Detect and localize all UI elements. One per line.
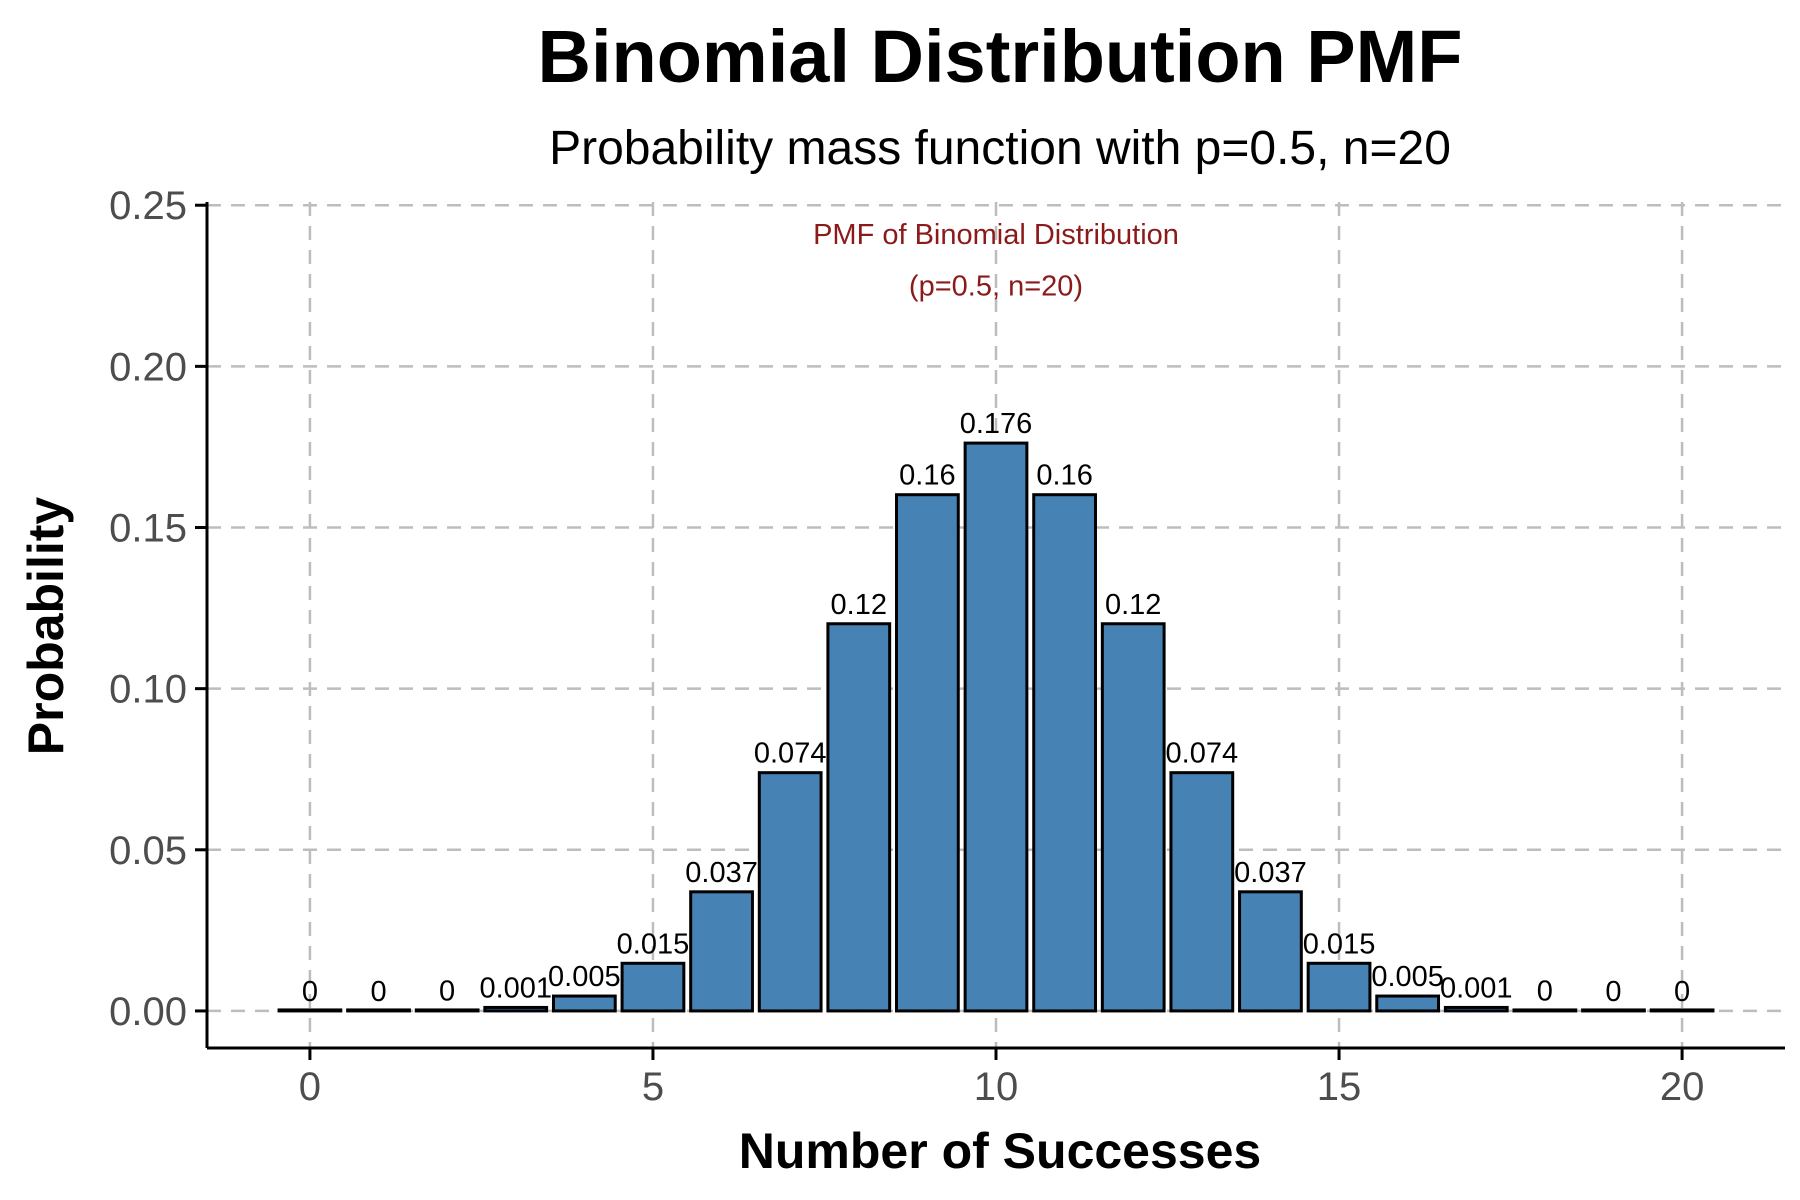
y-tick-label-2: 0.10: [109, 668, 187, 712]
bar-3: [483, 1005, 549, 1013]
x-tick-label-3: 15: [1317, 1065, 1362, 1109]
bar-19: [1581, 1008, 1646, 1013]
chart-title: Binomial Distribution PMF: [538, 15, 1463, 98]
bar-10: [963, 441, 1029, 1013]
data-label-20: 0: [1674, 976, 1690, 1008]
data-label-16: 0.005: [1371, 961, 1444, 993]
y-tick-label-1: 0.05: [109, 829, 187, 873]
data-label-4: 0.005: [548, 961, 621, 993]
data-label-19: 0: [1605, 976, 1621, 1008]
data-labels: 0 0 0 0.0010.0050.0150.0370.0740.120.160.17…: [302, 408, 1690, 1008]
y-tick-label-3: 0.15: [109, 507, 187, 551]
annotation-line-0: PMF of Binomial Distribution: [813, 219, 1179, 251]
annotation: PMF of Binomial Distribution (p=0.5, n=20…: [813, 219, 1179, 303]
y-axis-label: Probability: [18, 497, 74, 756]
x-tick-label-2: 10: [974, 1065, 1019, 1109]
data-label-1: 0: [370, 976, 386, 1008]
bar-14: [1238, 890, 1303, 1013]
bar-6: [689, 890, 754, 1013]
bar-0: [277, 1008, 343, 1013]
bars: [277, 441, 1715, 1013]
bar-11: [1032, 493, 1097, 1013]
annotation-line-1: (p=0.5, n=20): [909, 270, 1083, 302]
bar-16: [1375, 994, 1441, 1013]
data-label-10: 0.176: [960, 408, 1033, 440]
data-label-9: 0.16: [899, 460, 955, 492]
data-label-5: 0.015: [617, 928, 690, 960]
y-tick-label-0: 0.00: [109, 990, 187, 1034]
y-tick-label-5: 0.25: [109, 184, 187, 228]
bar-15: [1306, 961, 1372, 1013]
bar-1: [346, 1008, 411, 1013]
bar-13: [1169, 771, 1235, 1013]
data-label-6: 0.037: [685, 857, 758, 889]
data-label-13: 0.074: [1166, 738, 1239, 770]
x-tick-label-0: 0: [299, 1065, 321, 1109]
data-label-8: 0.12: [831, 589, 887, 621]
data-label-3: 0.001: [479, 972, 552, 1004]
data-label-0: 0: [302, 976, 318, 1008]
axes: 0.00 0.05 0.10 0.15 0.20 0.25 0 5 10 15 20: [109, 184, 1785, 1109]
x-tick-label-4: 20: [1660, 1065, 1705, 1109]
bar-12: [1100, 622, 1166, 1013]
data-label-14: 0.037: [1234, 857, 1307, 889]
bar-7: [757, 771, 823, 1013]
bar-20: [1649, 1008, 1715, 1013]
bar-17: [1443, 1005, 1509, 1013]
x-axis-label: Number of Successes: [739, 1123, 1261, 1179]
data-label-2: 0: [439, 975, 455, 1007]
bar-8: [826, 622, 892, 1013]
bar-4: [551, 994, 617, 1013]
bar-18: [1512, 1008, 1578, 1013]
bar-2: [414, 1008, 480, 1013]
data-label-15: 0.015: [1303, 928, 1376, 960]
chart-subtitle: Probability mass function with p=0.5, n=…: [549, 122, 1451, 175]
bar-9: [895, 493, 960, 1013]
data-label-18: 0: [1537, 975, 1553, 1007]
x-tick-label-1: 5: [642, 1065, 664, 1109]
data-label-17: 0.001: [1440, 972, 1513, 1004]
y-tick-label-4: 0.20: [109, 345, 187, 389]
data-label-11: 0.16: [1036, 460, 1092, 492]
data-label-7: 0.074: [754, 738, 827, 770]
bar-5: [620, 961, 686, 1013]
data-label-12: 0.12: [1105, 589, 1161, 621]
